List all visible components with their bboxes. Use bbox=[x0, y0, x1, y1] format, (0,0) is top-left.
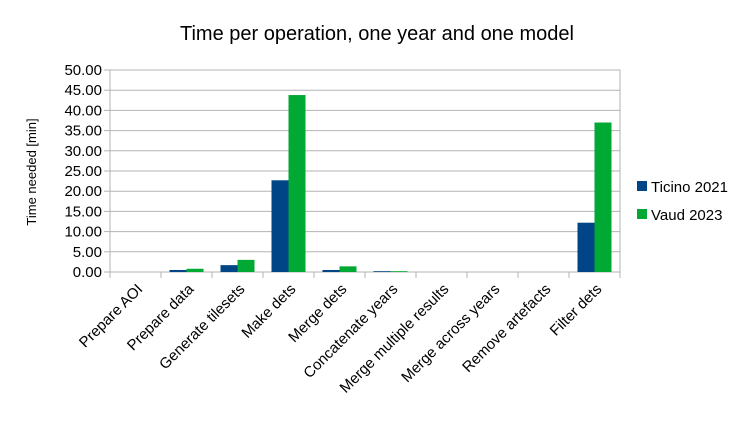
plot-area-frame bbox=[109, 69, 621, 273]
y-tick-label: 45.00 bbox=[64, 82, 102, 99]
x-tick-label: Filter dets bbox=[547, 281, 606, 340]
y-tick-label: 50.00 bbox=[64, 62, 102, 79]
bar-ticino-2021-3 bbox=[271, 180, 289, 272]
bar-vaud-2023-5 bbox=[390, 271, 408, 272]
chart-title: Time per operation, one year and one mod… bbox=[180, 23, 574, 45]
bars bbox=[169, 95, 612, 273]
y-tick-label: 40.00 bbox=[64, 102, 102, 119]
bar-vaud-2023-9 bbox=[594, 122, 612, 273]
x-tick-label: Merge across years bbox=[398, 281, 503, 386]
bar-ticino-2021-9 bbox=[577, 222, 595, 272]
y-axis-label: Time needed [min] bbox=[24, 118, 39, 225]
y-tick-labels: 0.00 5.00 10.00 15.00 20.00 25.00 30.00 35.00 40… bbox=[64, 62, 102, 281]
bar-ticino-2021-4 bbox=[322, 269, 340, 272]
y-tick-label: 25.00 bbox=[64, 163, 102, 180]
bar-vaud-2023-2 bbox=[237, 259, 255, 272]
legend: Ticino 2021 Vaud 2023 bbox=[637, 179, 728, 224]
bar-vaud-2023-4 bbox=[339, 266, 357, 272]
x-tick-label: Generate tilesets bbox=[156, 281, 248, 373]
legend-label: Ticino 2021 bbox=[651, 179, 728, 196]
y-tick-label: 20.00 bbox=[64, 183, 102, 200]
bar-vaud-2023-3 bbox=[288, 95, 306, 272]
x-tick-label: Concatenate years bbox=[300, 281, 401, 382]
y-tick-label: 30.00 bbox=[64, 143, 102, 160]
bar-ticino-2021-2 bbox=[220, 265, 238, 272]
x-tick-label: Remove artefacts bbox=[459, 281, 554, 376]
y-tick-label: 5.00 bbox=[73, 244, 102, 261]
bar-ticino-2021-5 bbox=[373, 271, 391, 272]
legend-swatch bbox=[637, 209, 647, 219]
y-tick-label: 10.00 bbox=[64, 224, 102, 241]
y-tick-label: 35.00 bbox=[64, 123, 102, 140]
legend-swatch bbox=[637, 181, 647, 191]
y-tick-label: 15.00 bbox=[64, 203, 102, 220]
bar-ticino-2021-1 bbox=[169, 269, 187, 272]
bar-vaud-2023-1 bbox=[186, 268, 204, 272]
gridlines bbox=[104, 69, 621, 278]
legend-label: Vaud 2023 bbox=[651, 207, 722, 224]
y-tick-label: 0.00 bbox=[73, 264, 102, 281]
